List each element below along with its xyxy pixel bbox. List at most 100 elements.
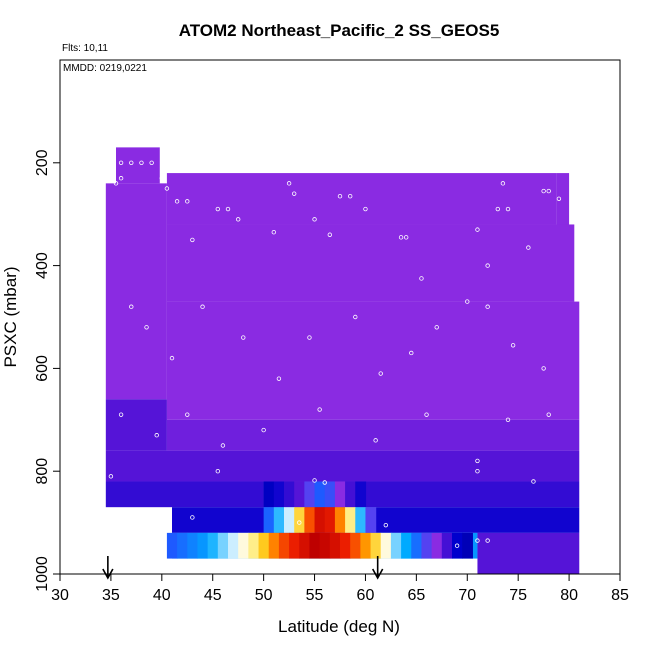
- field-cell: [294, 507, 305, 533]
- sample-point: [378, 371, 383, 376]
- sample-point: [200, 304, 205, 309]
- sample-point: [190, 237, 195, 243]
- field-cell: [197, 532, 209, 559]
- field-cell: [294, 481, 305, 508]
- x-tick-label: 60: [357, 587, 375, 604]
- field-cell: [166, 419, 580, 451]
- sample-point: [164, 186, 170, 191]
- flight-arrows: [102, 556, 384, 580]
- field-cell: [304, 481, 316, 508]
- field-cell: [324, 507, 336, 533]
- sample-point: [475, 227, 480, 232]
- y-tick-label: 400: [34, 252, 51, 279]
- sample-point: [297, 520, 302, 525]
- sample-point: [500, 181, 506, 186]
- sample-point: [337, 194, 343, 199]
- sample-point: [149, 160, 154, 165]
- field-cell: [319, 532, 331, 559]
- sample-point: [424, 412, 429, 417]
- y-tick-label: 200: [34, 149, 51, 176]
- field-cell: [105, 183, 167, 400]
- sample-point: [485, 538, 490, 543]
- field-cell: [556, 173, 570, 230]
- sample-point: [185, 199, 190, 204]
- x-tick-label: 55: [306, 587, 324, 604]
- sample-point: [118, 176, 124, 181]
- field-cell: [334, 507, 346, 533]
- sample-point: [327, 232, 333, 237]
- field-cell: [248, 532, 260, 559]
- field-cell: [350, 532, 361, 559]
- field-cell: [309, 532, 321, 559]
- sample-point: [510, 343, 516, 348]
- sample-point: [307, 335, 312, 340]
- field-cell: [304, 507, 316, 533]
- sample-point: [454, 543, 460, 548]
- y-tick-label: 800: [34, 458, 51, 485]
- sample-point: [108, 474, 114, 479]
- x-tick-label: 75: [509, 587, 527, 604]
- field-cell: [263, 507, 275, 533]
- sample-point: [373, 438, 378, 443]
- field-cell: [314, 481, 326, 508]
- sample-point: [485, 304, 490, 309]
- field-cell: [452, 532, 463, 559]
- sample-point: [531, 479, 536, 484]
- field-cell: [360, 532, 372, 559]
- sample-point: [383, 522, 389, 528]
- x-tick-label: 45: [204, 587, 222, 604]
- x-axis: 30 35 40 45 50 55 60 65 70 75 80 85: [51, 573, 629, 604]
- x-tick-label: 50: [255, 587, 273, 604]
- sample-point: [495, 206, 501, 212]
- field-cell: [299, 532, 311, 559]
- sample-point: [118, 412, 124, 417]
- x-tick-label: 85: [611, 587, 629, 604]
- field-cell: [238, 532, 249, 559]
- heatmap-field: [105, 147, 580, 574]
- field-cell: [329, 532, 341, 559]
- y-axis: 200 400 600 800 1000: [34, 149, 61, 592]
- field-cell: [273, 481, 285, 508]
- field-cell: [278, 532, 290, 559]
- sample-point: [439, 168, 445, 173]
- sample-point: [169, 355, 175, 361]
- x-tick-label: 40: [153, 587, 171, 604]
- sample-point: [485, 263, 490, 268]
- sample-point: [113, 181, 119, 186]
- sample-point: [449, 168, 455, 173]
- field-cell: [105, 399, 167, 451]
- sample-point: [403, 235, 409, 240]
- sample-point: [220, 443, 226, 448]
- x-tick-label: 65: [407, 587, 425, 604]
- y-tick-label: 600: [34, 355, 51, 382]
- sample-point: [235, 217, 241, 222]
- sample-point: [129, 160, 134, 165]
- field-cell: [166, 173, 557, 225]
- sample-point: [475, 458, 480, 464]
- dates-label: MMDD: 0219,0221: [63, 63, 147, 74]
- x-tick-label: 80: [560, 587, 578, 604]
- field-cell: [355, 481, 367, 508]
- sample-point: [347, 194, 353, 199]
- sample-point: [271, 229, 277, 235]
- sample-point: [159, 176, 165, 181]
- field-cell: [365, 481, 580, 508]
- sample-point: [322, 480, 327, 485]
- sample-point: [434, 325, 439, 330]
- sample-point: [363, 206, 368, 212]
- field-cell: [268, 532, 280, 559]
- sample-point: [215, 469, 221, 474]
- sample-point: [505, 206, 511, 212]
- field-cell: [431, 532, 443, 559]
- field-cell: [345, 507, 356, 533]
- sample-point: [409, 350, 414, 356]
- sample-point: [312, 478, 317, 483]
- field-cell: [314, 507, 326, 533]
- sample-point: [541, 366, 546, 371]
- field-cell: [324, 481, 336, 508]
- sample-point: [526, 245, 531, 250]
- field-cell: [217, 532, 229, 559]
- sample-point: [546, 188, 551, 194]
- x-axis-label: Latitude (deg N): [278, 617, 400, 636]
- sample-point: [241, 335, 246, 340]
